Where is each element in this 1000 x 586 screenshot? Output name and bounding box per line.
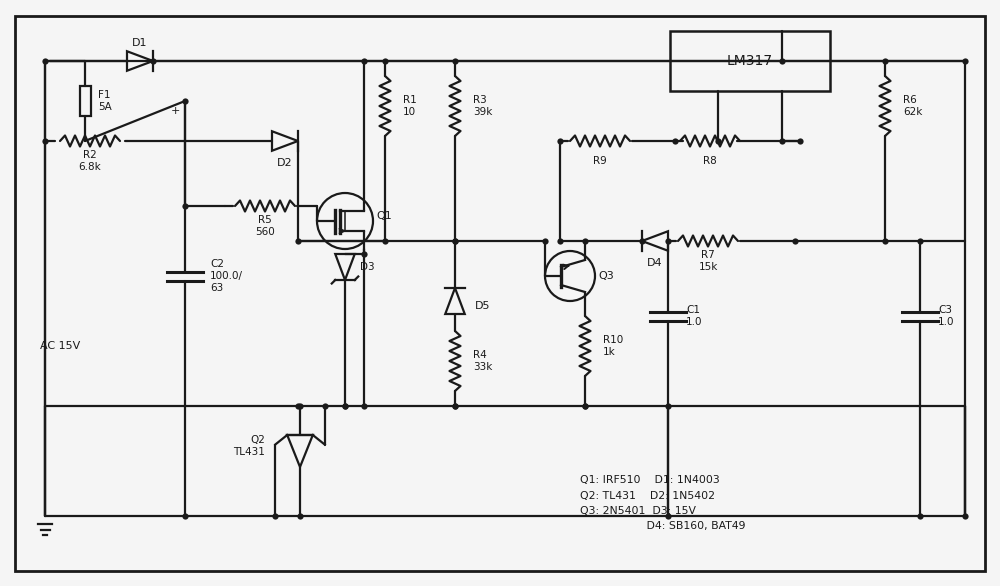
Text: Q1: IRF510    D1: 1N4003
Q2: TL431    D2: 1N5402
Q3: 2N5401  D3: 15V
           : Q1: IRF510 D1: 1N4003 Q2: TL431 D2: 1N54… <box>580 475 746 531</box>
Text: C3
1.0: C3 1.0 <box>938 305 954 327</box>
Text: D2: D2 <box>277 158 293 168</box>
Text: D3: D3 <box>360 262 375 272</box>
Text: D4: D4 <box>647 258 663 268</box>
Text: R6
62k: R6 62k <box>903 95 922 117</box>
Text: LM317: LM317 <box>727 54 773 68</box>
Text: Q3: Q3 <box>598 271 614 281</box>
Text: R9: R9 <box>593 156 607 166</box>
Text: R2
6.8k: R2 6.8k <box>79 150 101 172</box>
Bar <box>80 86 90 116</box>
Text: C1
1.0: C1 1.0 <box>686 305 702 327</box>
Text: R8: R8 <box>703 156 717 166</box>
Text: R10
1k: R10 1k <box>603 335 623 357</box>
Text: F1
5A: F1 5A <box>98 90 112 112</box>
Text: R1
10: R1 10 <box>403 95 417 117</box>
Text: AC 15V: AC 15V <box>40 341 80 351</box>
Text: Q2
TL431: Q2 TL431 <box>233 435 265 457</box>
Text: R3
39k: R3 39k <box>473 95 492 117</box>
Text: R7
15k: R7 15k <box>698 250 718 272</box>
Text: R4
33k: R4 33k <box>473 350 492 372</box>
Text: C2
100.0/
63: C2 100.0/ 63 <box>210 260 243 292</box>
Text: D1: D1 <box>132 38 148 48</box>
Text: D5: D5 <box>475 301 490 311</box>
Text: +: + <box>170 106 180 116</box>
Text: R5
560: R5 560 <box>255 215 275 237</box>
Bar <box>670 31 830 91</box>
Text: Q1: Q1 <box>376 211 392 221</box>
